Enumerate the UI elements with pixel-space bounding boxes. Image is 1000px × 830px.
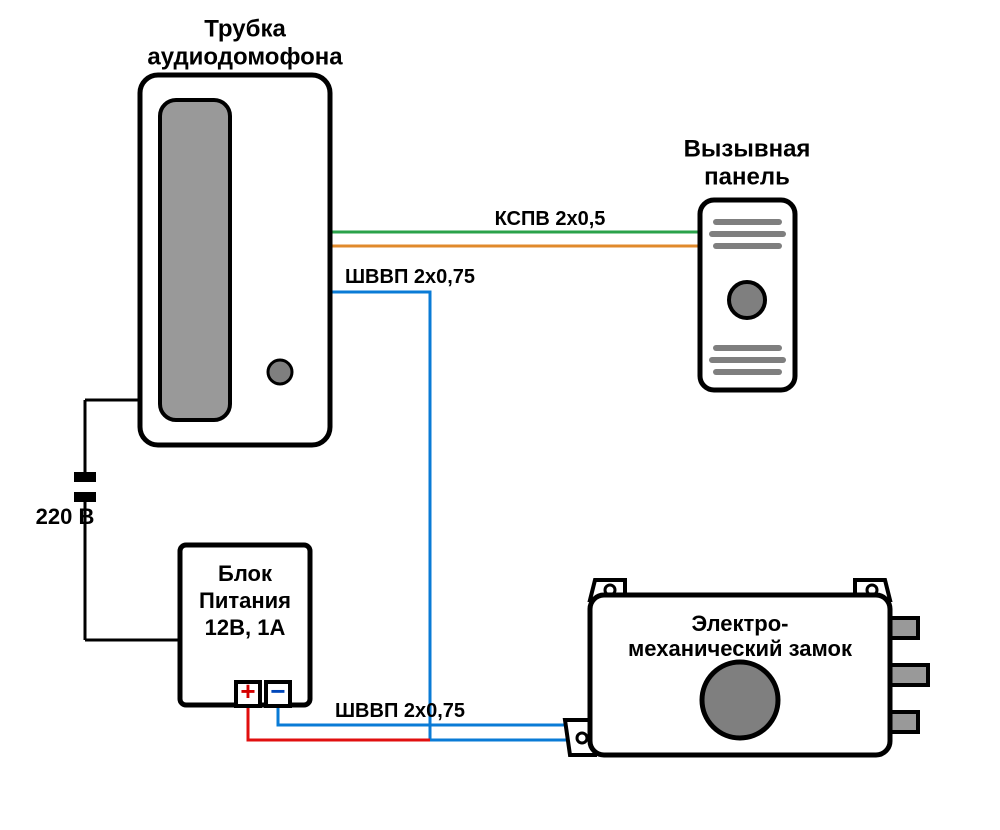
handset-label-2: аудиодомофона bbox=[147, 43, 343, 70]
lock-label-1: Электро- bbox=[691, 611, 788, 636]
callpanel-label-2: панель bbox=[704, 163, 790, 190]
handset-button-icon bbox=[268, 360, 292, 384]
wiring-diagram: Трубка аудиодомофона Вызывная панель КСП… bbox=[0, 0, 1000, 830]
lock-bolts-icon bbox=[888, 618, 928, 732]
handset-device bbox=[140, 75, 330, 445]
psu-label-3: 12В, 1А bbox=[205, 615, 286, 640]
callpanel-label-1: Вызывная bbox=[684, 135, 811, 162]
lock-cylinder-icon bbox=[702, 662, 778, 738]
voltage-label: 220 В bbox=[36, 504, 95, 529]
mains-plug-icon bbox=[74, 472, 96, 502]
cable-blue-bottom-label: ШВВП 2х0,75 bbox=[335, 700, 465, 722]
handset-label-1: Трубка bbox=[204, 15, 286, 42]
lock-label-2: механический замок bbox=[628, 636, 853, 661]
lock-device bbox=[565, 580, 928, 755]
psu-label-2: Питания bbox=[199, 588, 291, 613]
psu-plus-label: + bbox=[240, 676, 255, 706]
psu-label-1: Блок bbox=[218, 561, 273, 586]
call-panel-device bbox=[700, 200, 795, 390]
cable-green-label: КСПВ 2х0,5 bbox=[495, 208, 606, 230]
wire-blue-handset-lock bbox=[330, 292, 590, 740]
call-button-icon bbox=[729, 282, 765, 318]
cable-blue-top-label: ШВВП 2х0,75 bbox=[345, 266, 475, 288]
psu-minus-label: − bbox=[270, 676, 285, 706]
